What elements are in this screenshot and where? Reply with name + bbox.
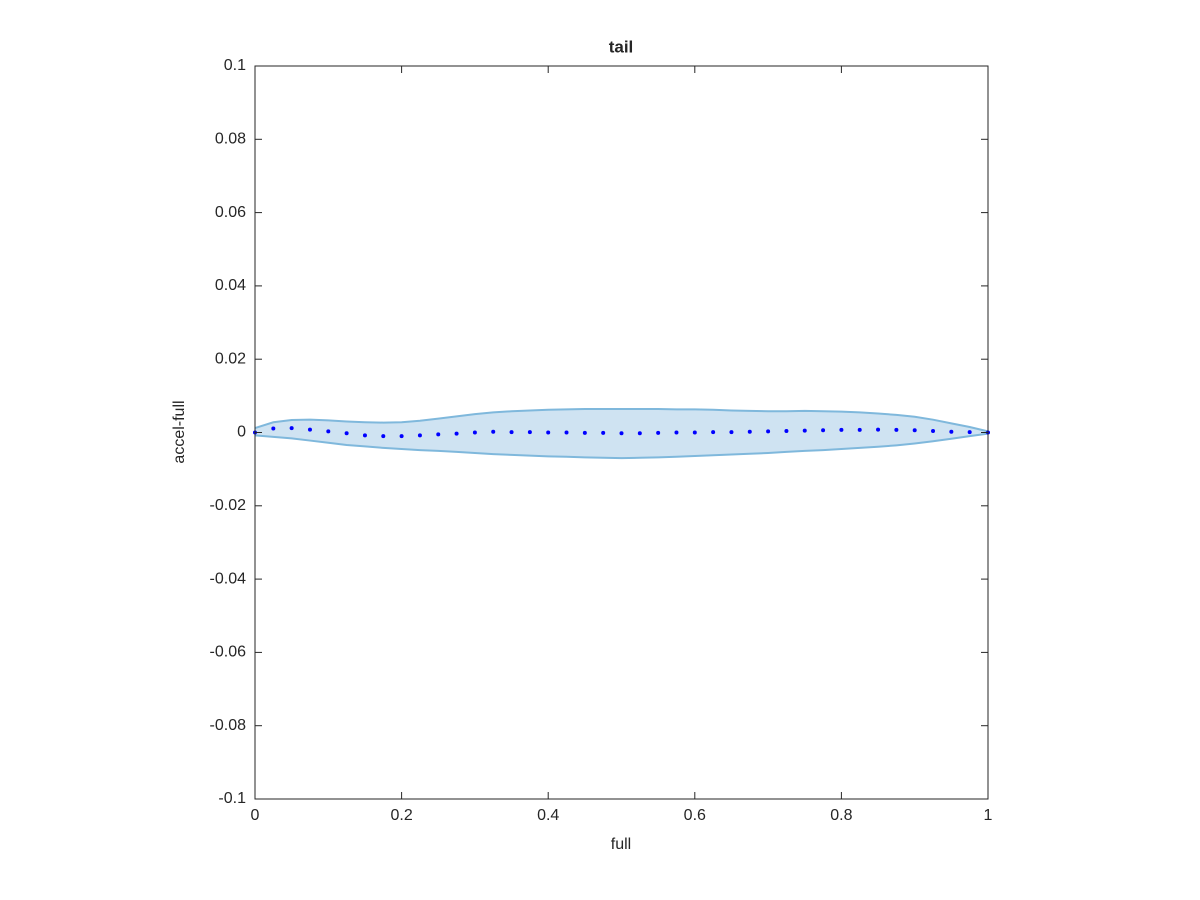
mean-dot [931, 429, 936, 434]
y-tick-label: -0.06 [210, 644, 247, 661]
mean-dot [949, 429, 954, 434]
mean-dot [656, 430, 661, 435]
band-upper [254, 408, 989, 433]
mean-dot [527, 430, 532, 435]
mean-dot [839, 427, 844, 432]
mean-dot [802, 428, 807, 433]
chart-title: tail [609, 37, 634, 56]
mean-dot [271, 426, 276, 431]
mean-dot [454, 431, 459, 436]
mean-dot [766, 429, 771, 434]
mean-dot [326, 429, 331, 434]
mean-dot [729, 430, 734, 435]
mean-dot [509, 430, 514, 435]
mean-dot [637, 431, 642, 436]
y-tick-label: -0.02 [210, 497, 247, 514]
y-tick-label: 0.08 [215, 131, 246, 148]
y-tick-label: -0.04 [210, 570, 247, 587]
mean-dot [821, 428, 826, 433]
x-tick-label: 0.2 [390, 807, 412, 824]
mean-dot [582, 430, 587, 435]
mean-dot [362, 433, 367, 438]
mean-dot [619, 431, 624, 436]
mean-dot [601, 430, 606, 435]
y-tick-label: -0.08 [210, 717, 247, 734]
mean-dot [747, 429, 752, 434]
x-axis-label: full [611, 836, 631, 853]
x-tick-label: 0.8 [830, 807, 852, 824]
y-tick-label: 0.06 [215, 204, 246, 221]
mean-dot [894, 427, 899, 432]
mean-dot [289, 426, 294, 431]
mean-dot [399, 434, 404, 439]
mean-dot [674, 430, 679, 435]
y-tick-label: 0.04 [215, 277, 246, 294]
x-tick-label: 0.4 [537, 807, 559, 824]
y-axis-label: accel-full [171, 400, 188, 463]
mean-dot [546, 430, 551, 435]
y-tick-label: 0.02 [215, 350, 246, 367]
x-tick-label: 0 [251, 807, 260, 824]
mean-dot [381, 434, 386, 439]
mean-dot [472, 430, 477, 435]
mean-dot [692, 430, 697, 435]
mean-dot [876, 427, 881, 432]
band-lower [254, 432, 989, 460]
mean-dot [307, 427, 312, 432]
mean-dot [711, 430, 716, 435]
y-tick-label: 0 [237, 424, 246, 441]
mean-dot [344, 431, 349, 436]
mean-dot [857, 427, 862, 432]
mean-dot [967, 430, 972, 435]
mean-dot [564, 430, 569, 435]
mean-dot [436, 432, 441, 437]
mean-dot [912, 428, 917, 433]
y-tick-label: 0.1 [224, 57, 246, 74]
mean-dot [784, 429, 789, 434]
x-tick-label: 1 [984, 807, 993, 824]
mean-dot [491, 429, 496, 434]
y-tick-label: -0.1 [218, 790, 246, 807]
x-tick-label: 0.6 [684, 807, 706, 824]
mean-dot [417, 433, 422, 438]
